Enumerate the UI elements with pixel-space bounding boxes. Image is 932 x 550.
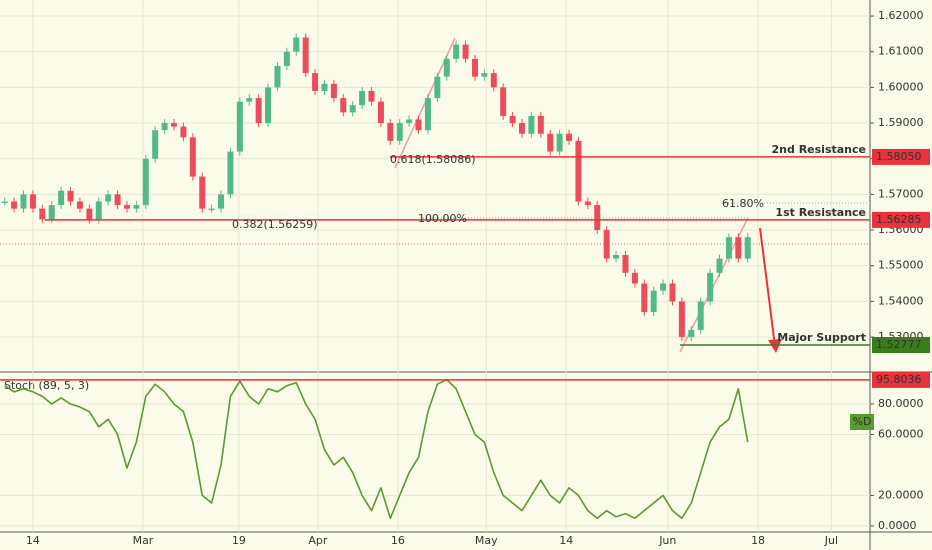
level-tag: [872, 148, 930, 165]
stoch-title: Stoch (89, 5, 3): [4, 379, 89, 392]
x-tick-label: 18: [751, 534, 765, 547]
legend-box: [850, 414, 874, 430]
x-tick-label: Mar: [133, 534, 154, 547]
x-tick-label: 16: [391, 534, 405, 547]
y-tick-label: 80.0000: [878, 397, 924, 410]
level-tag: [872, 337, 930, 354]
level-tag: [872, 211, 930, 228]
level-name: Major Support: [777, 331, 866, 344]
x-tick-label: May: [475, 534, 498, 547]
level-name: 1st Resistance: [775, 206, 866, 219]
level-tag: [872, 371, 930, 388]
y-tick-label: 1.59000: [878, 116, 924, 129]
y-tick-label: 1.61000: [878, 45, 924, 58]
fib-annotation: 0.382(1.56259): [232, 218, 318, 231]
x-tick-label: Jul: [824, 534, 838, 547]
y-tick-label: 1.54000: [878, 294, 924, 307]
fib-annotation: 0.618(1.58086): [390, 153, 476, 166]
x-tick-label: 14: [26, 534, 40, 547]
x-tick-label: 14: [559, 534, 573, 547]
fib-annotation: 61.80%: [722, 197, 764, 210]
level-tag-label: 1.56285: [876, 213, 922, 226]
stoch-line: [4, 378, 749, 520]
x-tick-label: Jun: [658, 534, 676, 547]
level-name: 2nd Resistance: [772, 143, 866, 156]
y-tick-label: 1.57000: [878, 187, 924, 200]
fib-annotation: 100.00%: [418, 212, 467, 225]
x-tick-label: Apr: [308, 534, 328, 547]
price-axis-bg: [870, 0, 932, 550]
x-tick-label: 19: [232, 534, 246, 547]
legend-label: %D: [853, 415, 872, 428]
y-tick-label: 20.0000: [878, 488, 924, 501]
level-tag-label: 1.52777: [876, 338, 922, 351]
level-tag-label: 1.58050: [876, 150, 922, 163]
y-tick-label: 0.0000: [878, 519, 917, 532]
y-tick-label: 1.62000: [878, 9, 924, 22]
y-tick-label: 1.60000: [878, 80, 924, 93]
y-tick-label: 60.0000: [878, 427, 924, 440]
level-tag-label: 95.8036: [876, 373, 922, 386]
y-tick-label: 1.55000: [878, 259, 924, 272]
